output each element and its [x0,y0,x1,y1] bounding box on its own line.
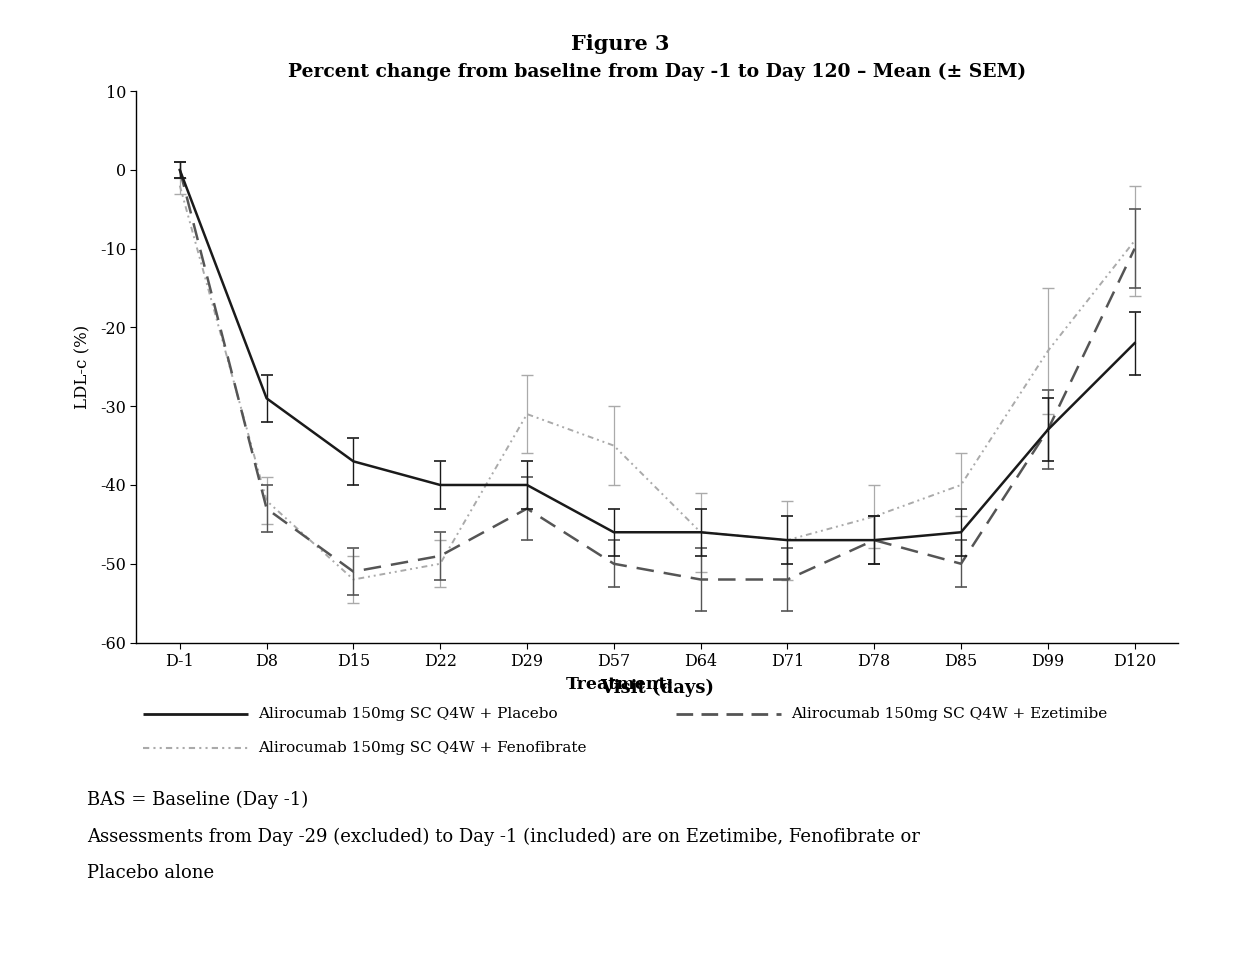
Text: Assessments from Day -29 (excluded) to Day -1 (included) are on Ezetimibe, Fenof: Assessments from Day -29 (excluded) to D… [87,828,920,846]
Title: Percent change from baseline from Day -1 to Day 120 – Mean (± SEM): Percent change from baseline from Day -1… [288,63,1027,82]
Text: Treatment:: Treatment: [565,676,675,693]
Text: Placebo alone: Placebo alone [87,864,215,882]
X-axis label: Visit (days): Visit (days) [600,678,714,696]
Text: Alirocumab 150mg SC Q4W + Fenofibrate: Alirocumab 150mg SC Q4W + Fenofibrate [258,741,587,755]
Text: Figure 3: Figure 3 [570,34,670,54]
Text: Alirocumab 150mg SC Q4W + Placebo: Alirocumab 150mg SC Q4W + Placebo [258,708,558,721]
Text: BAS = Baseline (Day -1): BAS = Baseline (Day -1) [87,791,308,809]
Text: Alirocumab 150mg SC Q4W + Ezetimibe: Alirocumab 150mg SC Q4W + Ezetimibe [791,708,1107,721]
Y-axis label: LDL-c (%): LDL-c (%) [74,325,92,409]
